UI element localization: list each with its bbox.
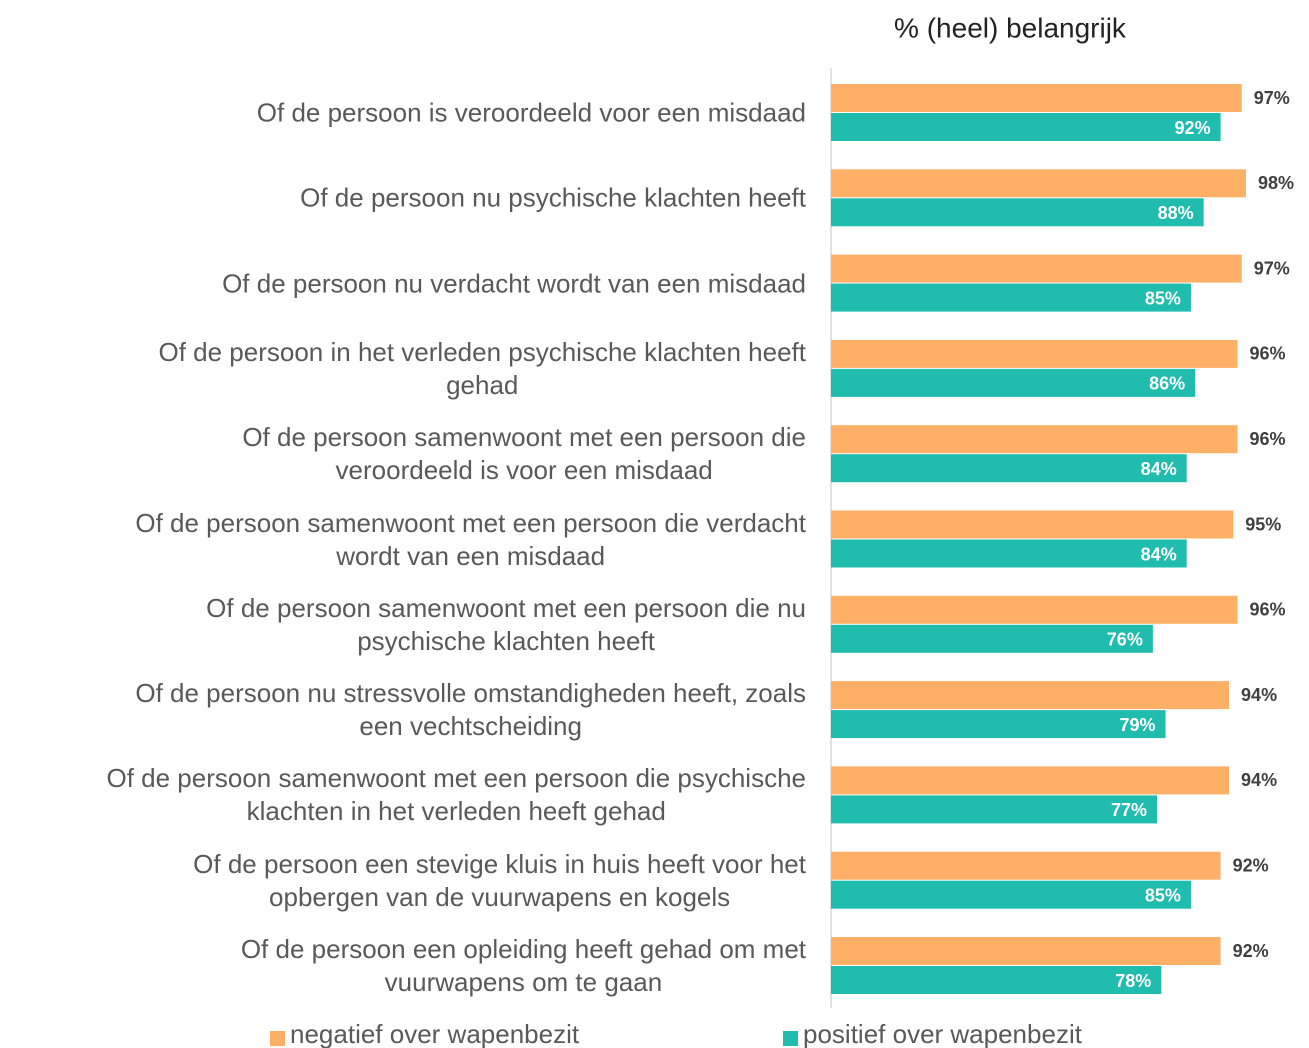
legend-swatch	[783, 1031, 798, 1046]
value-label: 78%	[1115, 971, 1151, 991]
bar	[831, 595, 1238, 624]
bar	[831, 851, 1221, 880]
value-label: 92%	[1175, 118, 1211, 138]
bar	[831, 624, 1153, 653]
bar	[831, 937, 1221, 965]
legend-label: negatief over wapenbezit	[290, 1019, 580, 1048]
category-label: Of de persoon samenwoont met een persoon…	[106, 763, 806, 827]
value-label: 84%	[1141, 544, 1177, 564]
value-label: 97%	[1254, 88, 1290, 108]
category-label: Of de persoon nu verdacht wordt van een …	[222, 268, 806, 299]
bar	[831, 339, 1238, 368]
value-label: 95%	[1245, 514, 1281, 534]
bar	[831, 84, 1242, 112]
value-label: 96%	[1250, 429, 1286, 449]
value-label: 77%	[1111, 800, 1147, 820]
value-label: 79%	[1120, 715, 1156, 735]
legend-swatch	[270, 1031, 285, 1046]
value-label: 84%	[1141, 459, 1177, 479]
bar	[831, 766, 1230, 795]
category-label: Of de persoon is veroordeeld voor een mi…	[256, 97, 806, 128]
value-label: 86%	[1149, 374, 1185, 394]
bar	[831, 368, 1196, 397]
category-label: Of de persoon nu stressvolle omstandighe…	[135, 678, 806, 742]
value-label: 92%	[1233, 855, 1269, 875]
chart-title: % (heel) belangrijk	[894, 12, 1127, 43]
value-label: 85%	[1145, 288, 1181, 308]
bar	[831, 795, 1158, 824]
value-label: 85%	[1145, 885, 1181, 905]
bar	[831, 113, 1221, 141]
value-label: 94%	[1241, 770, 1277, 790]
bar	[831, 710, 1166, 739]
bar	[831, 966, 1162, 994]
bar	[831, 425, 1238, 454]
bar	[831, 510, 1234, 539]
category-label: Of de persoon samenwoont met een persoon…	[242, 422, 806, 486]
category-label: Of de persoon samenwoont met een persoon…	[206, 592, 806, 656]
value-label: 94%	[1241, 685, 1277, 705]
bar	[831, 283, 1191, 312]
bar	[831, 198, 1204, 227]
legend-label: positief over wapenbezit	[803, 1019, 1083, 1048]
bar	[831, 454, 1187, 483]
bar	[831, 539, 1187, 568]
category-label: Of de persoon een stevige kluis in huis …	[193, 848, 806, 912]
bar	[831, 169, 1246, 198]
bar	[831, 880, 1191, 909]
category-label: Of de persoon samenwoont met een persoon…	[135, 507, 806, 571]
value-label: 98%	[1258, 173, 1294, 193]
bar	[831, 254, 1242, 283]
value-label: 88%	[1158, 203, 1194, 223]
category-label: Of de persoon een opleiding heeft gehad …	[240, 934, 806, 997]
value-label: 97%	[1254, 258, 1290, 278]
category-label: Of de persoon in het verleden psychische…	[158, 336, 806, 400]
value-label: 96%	[1250, 600, 1286, 620]
value-label: 92%	[1233, 941, 1269, 961]
value-label: 96%	[1250, 344, 1286, 364]
bar	[831, 681, 1230, 710]
value-label: 76%	[1107, 630, 1143, 650]
category-label: Of de persoon nu psychische klachten hee…	[300, 182, 806, 213]
